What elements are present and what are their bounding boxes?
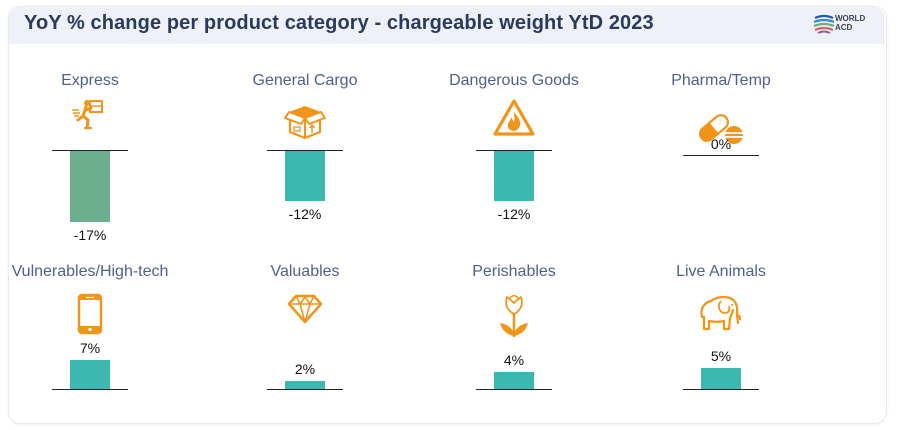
bar-baseline — [476, 150, 552, 151]
value-label: 5% — [710, 348, 732, 364]
category-label: Valuables — [270, 263, 340, 280]
bar — [285, 380, 325, 389]
smartphone-icon — [77, 293, 103, 340]
category-label: Live Animals — [676, 263, 766, 280]
globe-icon — [813, 14, 835, 34]
bar — [285, 151, 325, 202]
bar-baseline — [267, 389, 343, 390]
diamond-icon — [287, 293, 323, 330]
world-acd-logo: WORLD ACD — [813, 12, 873, 38]
bar — [494, 372, 534, 389]
bar-baseline — [267, 150, 343, 151]
tulip-icon — [497, 293, 531, 344]
bar-baseline — [683, 155, 759, 156]
category-label: Express — [61, 72, 119, 89]
value-label: -12% — [288, 206, 322, 223]
pills-icon — [697, 110, 745, 151]
value-label: 7% — [79, 339, 101, 356]
category-label: Dangerous Goods — [449, 72, 579, 89]
open-box-icon — [283, 98, 327, 145]
bar — [701, 368, 741, 389]
elephant-icon — [697, 293, 745, 338]
chart-card — [8, 6, 887, 424]
header-bar — [9, 7, 885, 44]
page-title: YoY % change per product category - char… — [24, 12, 654, 34]
category-label: Vulnerables/High-tech — [11, 263, 169, 280]
value-label: -12% — [497, 206, 531, 223]
category-label: Perishables — [472, 263, 556, 280]
bar — [70, 359, 110, 389]
value-label: 2% — [294, 360, 316, 377]
category-label: Pharma/Temp — [671, 72, 771, 89]
value-label: 0% — [710, 136, 732, 152]
value-label: -17% — [73, 227, 107, 244]
bar-baseline — [683, 389, 759, 390]
running-courier-icon — [70, 98, 110, 139]
bar — [494, 151, 534, 202]
category-label: General Cargo — [252, 72, 358, 89]
logo-line-2: ACD — [835, 23, 853, 32]
bar — [70, 151, 110, 223]
bar-baseline — [52, 150, 128, 151]
value-label: 4% — [503, 352, 525, 369]
bar-baseline — [476, 389, 552, 390]
fire-warning-icon — [492, 98, 536, 143]
logo-line-1: WORLD — [835, 14, 866, 23]
bar-baseline — [52, 389, 128, 390]
